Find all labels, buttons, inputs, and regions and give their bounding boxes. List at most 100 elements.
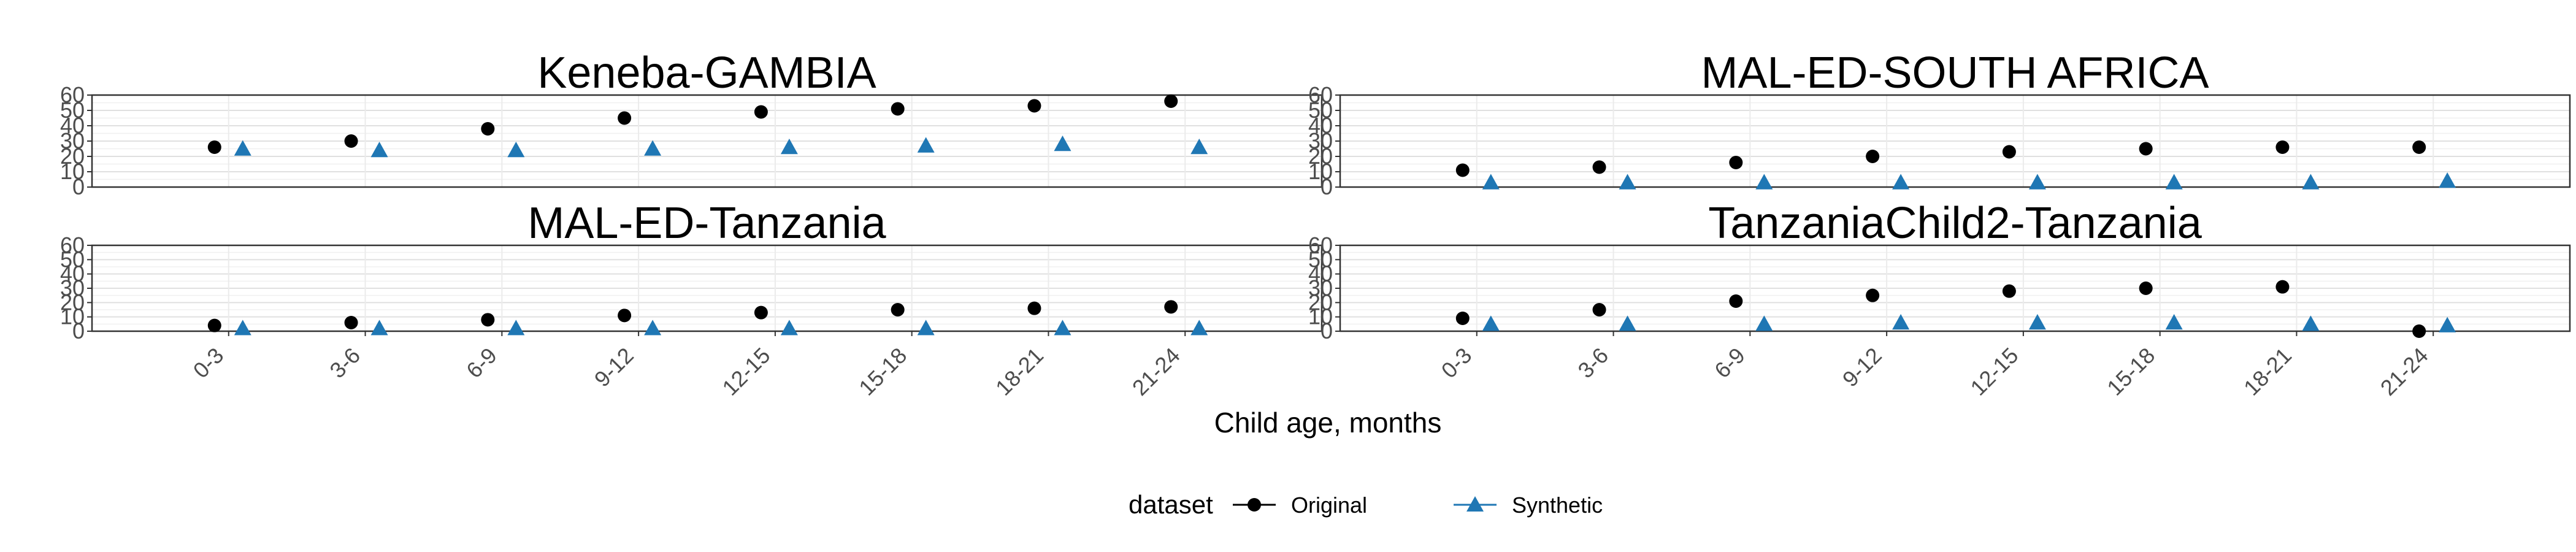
data-point-original bbox=[2139, 282, 2153, 295]
y-tick-label: 0 bbox=[72, 174, 85, 199]
y-tick-label: 20 bbox=[60, 289, 85, 315]
x-tick-label: 6-9 bbox=[461, 343, 502, 383]
data-point-synthetic bbox=[234, 320, 251, 335]
data-point-synthetic bbox=[2439, 172, 2456, 188]
y-tick-label: 60 bbox=[60, 82, 85, 107]
data-point-synthetic bbox=[1054, 320, 1071, 335]
data-point-original bbox=[344, 316, 358, 329]
data-point-original bbox=[618, 309, 632, 323]
data-point-original bbox=[1592, 303, 1606, 316]
x-tick-label: 3-6 bbox=[324, 343, 365, 383]
data-point-synthetic bbox=[234, 140, 251, 156]
data-point-synthetic bbox=[1755, 315, 1773, 331]
legend-entry: Synthetic bbox=[1454, 493, 1603, 518]
y-tick-label: 20 bbox=[60, 144, 85, 169]
data-point-original bbox=[891, 303, 905, 316]
x-tick-label: 3-6 bbox=[1573, 343, 1613, 383]
data-point-original bbox=[1455, 312, 1470, 325]
data-point-original bbox=[1729, 156, 1743, 169]
y-tick-label: 20 bbox=[1308, 144, 1333, 169]
y-tick-label: 30 bbox=[1308, 275, 1333, 301]
data-point-synthetic bbox=[1190, 320, 1208, 335]
y-tick-label: 50 bbox=[1308, 247, 1333, 272]
y-tick-label: 50 bbox=[60, 247, 85, 272]
x-axis-title: Child age, months bbox=[1214, 407, 1442, 439]
data-point-synthetic bbox=[2165, 314, 2183, 330]
data-point-original bbox=[2139, 142, 2153, 156]
data-point-original bbox=[754, 305, 768, 320]
data-point-original bbox=[1027, 99, 1041, 113]
data-point-original bbox=[1164, 300, 1178, 314]
data-point-original bbox=[2275, 280, 2290, 294]
y-tick-label: 10 bbox=[1308, 304, 1333, 329]
x-tick-label: 0-3 bbox=[188, 343, 229, 383]
data-point-synthetic bbox=[370, 320, 388, 335]
y-tick-label: 20 bbox=[1308, 289, 1333, 315]
x-tick-label: 18-21 bbox=[2239, 343, 2296, 401]
legend-title: dataset bbox=[1129, 490, 1213, 519]
data-point-synthetic bbox=[2028, 174, 2046, 190]
data-point-synthetic bbox=[1054, 136, 1071, 151]
x-tick-label: 21-24 bbox=[2375, 343, 2433, 401]
y-tick-label: 10 bbox=[60, 159, 85, 184]
data-point-synthetic bbox=[507, 142, 525, 158]
y-tick-label: 60 bbox=[60, 232, 85, 258]
data-point-synthetic bbox=[644, 320, 662, 335]
data-point-original bbox=[481, 313, 495, 327]
legend: dataset Original Synthetic bbox=[1129, 490, 1603, 519]
data-point-synthetic bbox=[370, 142, 388, 158]
data-point-synthetic bbox=[2439, 316, 2456, 332]
data-point-synthetic bbox=[1482, 174, 1500, 190]
y-tick-label: 0 bbox=[72, 318, 85, 343]
y-tick-label: 40 bbox=[1308, 261, 1333, 286]
data-point-synthetic bbox=[1619, 174, 1636, 190]
x-tick-label: 15-18 bbox=[2102, 343, 2160, 401]
data-point-synthetic bbox=[780, 320, 798, 335]
data-point-synthetic bbox=[2302, 174, 2320, 190]
data-point-synthetic bbox=[2165, 174, 2183, 190]
data-point-original bbox=[2412, 324, 2426, 338]
data-point-synthetic bbox=[1755, 174, 1773, 190]
data-point-original bbox=[1729, 294, 1743, 308]
data-point-synthetic bbox=[917, 320, 935, 335]
panel-title: TanzaniaChild2-Tanzania bbox=[1708, 199, 2202, 248]
y-tick-label: 0 bbox=[1321, 318, 1333, 343]
y-tick-label: 10 bbox=[60, 304, 85, 329]
data-point-synthetic bbox=[780, 139, 798, 155]
y-tick-label: 60 bbox=[1308, 82, 1333, 107]
y-tick-label: 0 bbox=[1321, 174, 1333, 199]
x-axis-layer: 0-3 3-6 6-9 9-12 12-15 15-18 18-21 21-24 0-3 3-6 6… bbox=[188, 331, 2434, 401]
x-tick-label: 18-21 bbox=[991, 343, 1048, 401]
x-tick-label: 6-9 bbox=[1709, 343, 1750, 383]
data-point-synthetic bbox=[1482, 315, 1500, 331]
data-point-original bbox=[2002, 284, 2016, 298]
x-tick-label: 0-3 bbox=[1436, 343, 1477, 383]
data-point-original bbox=[754, 105, 768, 119]
data-point-original bbox=[2275, 140, 2290, 154]
y-tick-label: 50 bbox=[1308, 98, 1333, 123]
data-point-synthetic bbox=[2302, 315, 2320, 331]
data-point-original bbox=[481, 122, 495, 136]
data-point-original bbox=[2002, 145, 2016, 159]
y-tick-label: 10 bbox=[1308, 159, 1333, 184]
legend-key-triangle bbox=[1466, 496, 1484, 512]
data-point-original bbox=[1164, 94, 1178, 108]
data-point-synthetic bbox=[1892, 174, 1910, 190]
x-tick-label: 12-15 bbox=[1965, 343, 2023, 401]
data-point-synthetic bbox=[644, 140, 662, 156]
y-tick-label: 30 bbox=[1308, 128, 1333, 153]
data-point-original bbox=[1866, 150, 1880, 163]
data-point-synthetic bbox=[917, 137, 935, 153]
data-point-original bbox=[1027, 301, 1041, 315]
data-point-synthetic bbox=[2028, 314, 2046, 330]
x-tick-label: 12-15 bbox=[717, 343, 775, 401]
data-point-original bbox=[1866, 288, 1880, 302]
panel-title: MAL-ED-Tanzania bbox=[527, 199, 886, 248]
y-tick-label: 60 bbox=[1308, 232, 1333, 258]
legend-label: Original bbox=[1291, 493, 1367, 518]
